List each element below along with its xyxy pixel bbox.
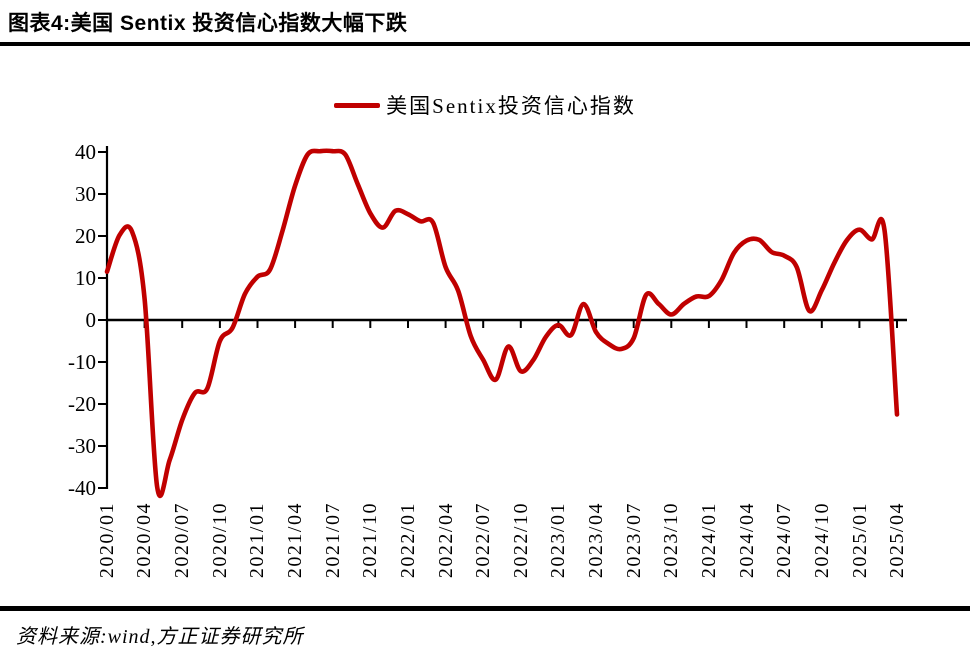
sentix-index-line: [104, 148, 900, 499]
y-axis-tick-label: -20: [68, 392, 96, 416]
legend-line-marker: [334, 102, 381, 108]
y-axis-tick-label: 30: [75, 182, 96, 206]
figure-title: 图表4:美国 Sentix 投资信心指数大幅下跌: [8, 12, 408, 35]
y-axis-ticks: [98, 151, 107, 489]
y-axis-tick-label: 20: [75, 224, 96, 248]
y-axis-tick-label: 10: [75, 266, 96, 290]
legend: 美国Sentix投资信心指数: [0, 90, 970, 120]
source-note: 资料来源:wind,方正证券研究所: [16, 626, 304, 648]
y-axis-tick-label: -10: [68, 350, 96, 374]
legend-label: 美国Sentix投资信心指数: [386, 94, 636, 118]
title-divider: [0, 42, 970, 46]
y-axis-tick-label: -30: [68, 434, 96, 458]
y-axis-tick-label: 0: [85, 308, 97, 332]
y-axis-tick-label: 40: [75, 140, 96, 164]
y-axis-tick-label: -40: [68, 476, 96, 500]
footer-divider: [0, 606, 970, 611]
